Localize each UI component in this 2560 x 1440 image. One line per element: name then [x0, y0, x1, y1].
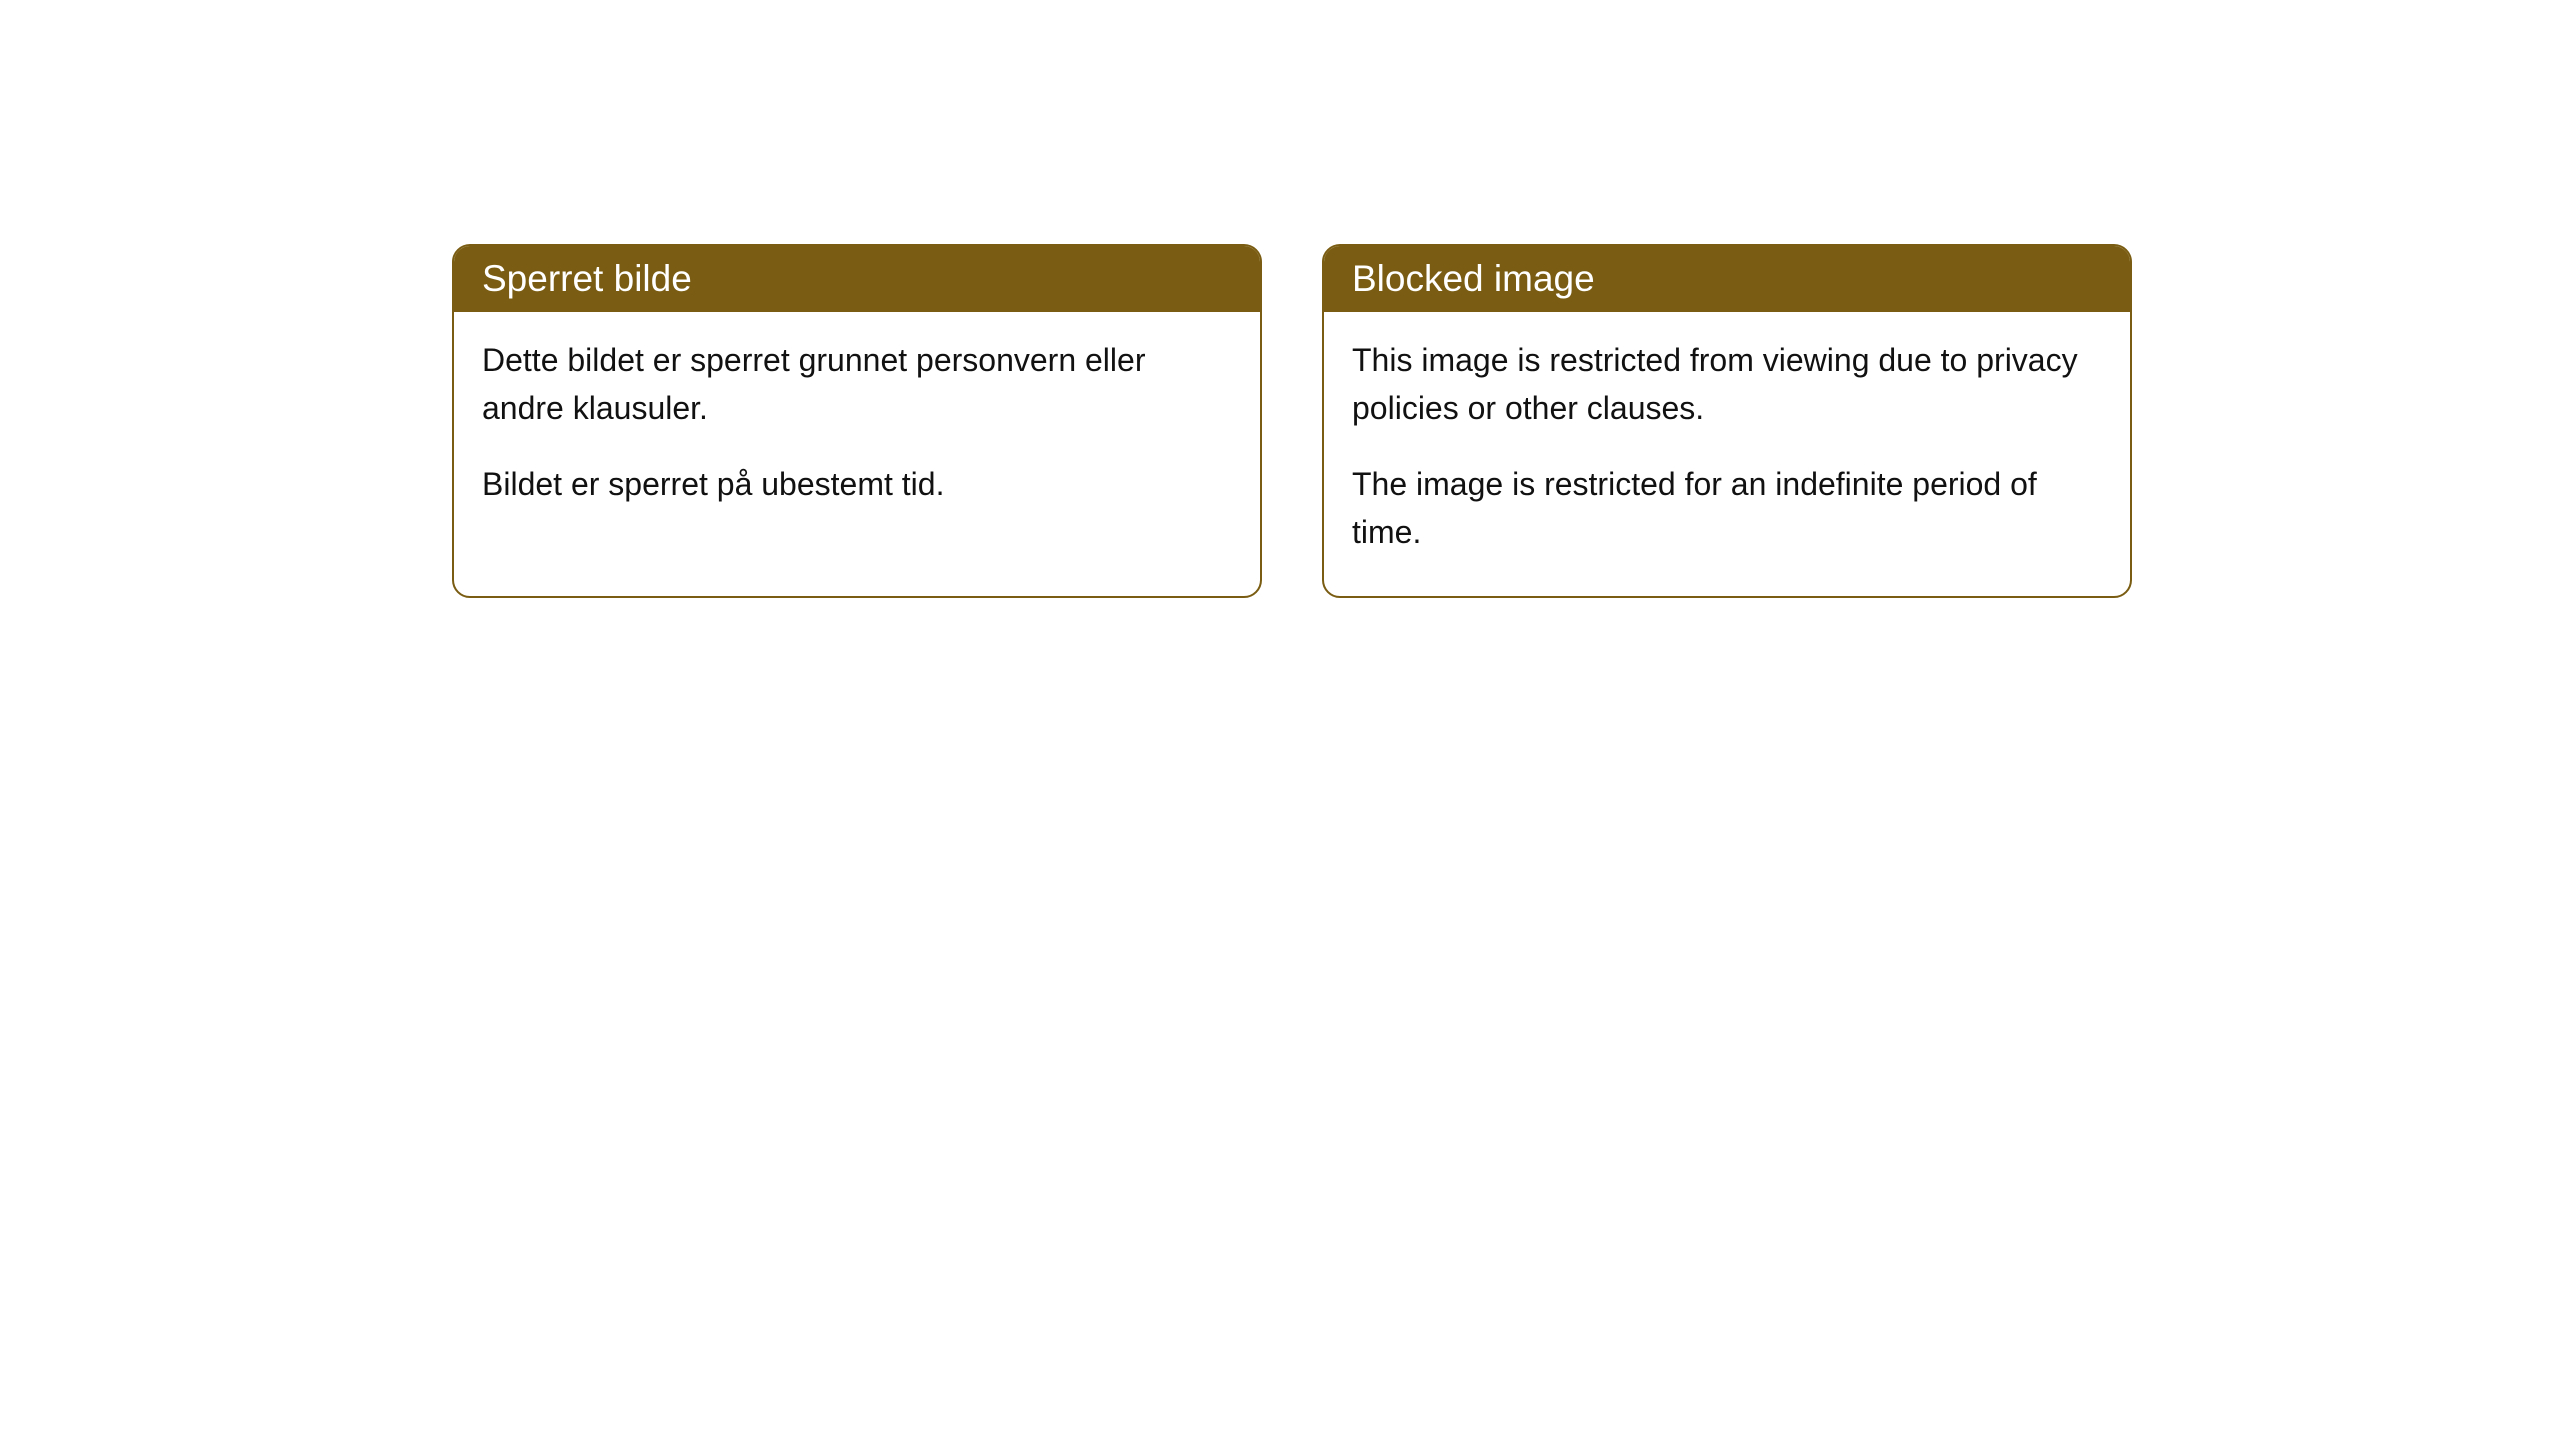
- card-paragraph: This image is restricted from viewing du…: [1352, 336, 2102, 432]
- card-body: Dette bildet er sperret grunnet personve…: [454, 312, 1260, 548]
- card-title: Blocked image: [1352, 258, 1595, 299]
- notice-card-english: Blocked image This image is restricted f…: [1322, 244, 2132, 598]
- notice-card-norwegian: Sperret bilde Dette bildet er sperret gr…: [452, 244, 1262, 598]
- card-body: This image is restricted from viewing du…: [1324, 312, 2130, 596]
- card-header: Sperret bilde: [454, 246, 1260, 312]
- card-title: Sperret bilde: [482, 258, 692, 299]
- notice-cards-container: Sperret bilde Dette bildet er sperret gr…: [452, 244, 2132, 598]
- card-header: Blocked image: [1324, 246, 2130, 312]
- card-paragraph: Dette bildet er sperret grunnet personve…: [482, 336, 1232, 432]
- card-paragraph: The image is restricted for an indefinit…: [1352, 460, 2102, 556]
- card-paragraph: Bildet er sperret på ubestemt tid.: [482, 460, 1232, 508]
